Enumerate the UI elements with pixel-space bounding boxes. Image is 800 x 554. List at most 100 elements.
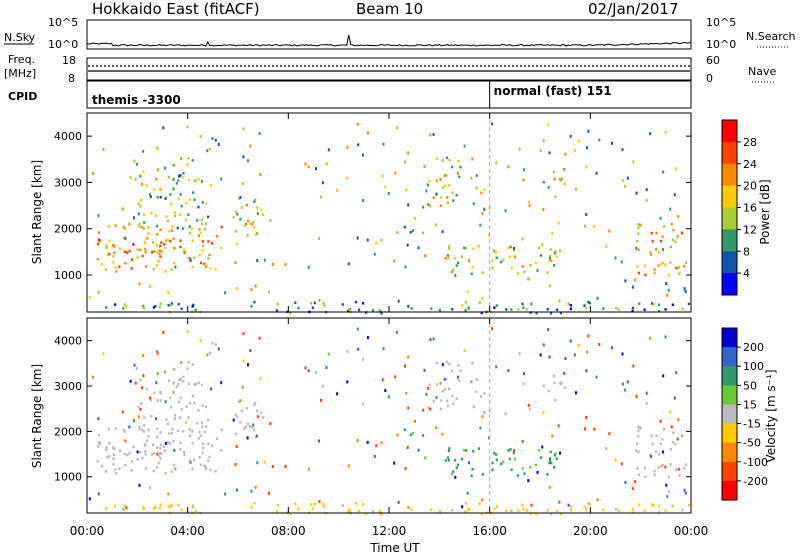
power-cell <box>211 137 214 140</box>
velocity-cell <box>191 506 194 509</box>
power-cell <box>680 231 683 235</box>
power-cell <box>294 301 297 305</box>
power-cell <box>538 246 541 250</box>
power-cell <box>105 306 108 309</box>
velocity-cell <box>407 505 410 509</box>
power-cell <box>187 178 191 182</box>
power-cell <box>235 242 238 246</box>
velocity-cell <box>96 460 99 463</box>
velocity-cell <box>325 365 328 369</box>
velocity-cell <box>169 396 172 400</box>
cpid-label: CPID <box>8 90 37 103</box>
velocity-cell <box>160 443 163 447</box>
power-cell <box>248 222 251 225</box>
power-cell <box>138 225 141 228</box>
velocity-cell <box>166 422 169 426</box>
velocity-cell <box>112 457 115 460</box>
power-cell <box>133 159 136 163</box>
power-cell <box>315 167 317 171</box>
power-cell <box>125 305 128 309</box>
velocity-cell <box>394 375 397 379</box>
power-cell <box>649 251 652 254</box>
velocity-cell <box>509 448 512 451</box>
power-cell <box>651 302 654 305</box>
power-cell <box>480 311 483 315</box>
power-cell <box>178 213 181 216</box>
velocity-cell <box>245 406 248 410</box>
velocity-cbar-segment <box>722 366 737 386</box>
velocity-cell <box>239 420 242 424</box>
velocity-ylabel: Slant Range [km] <box>30 364 44 468</box>
velocity-cell <box>275 510 278 513</box>
velocity-cell <box>150 415 153 418</box>
velocity-cell <box>139 407 142 411</box>
velocity-cell <box>669 410 672 414</box>
velocity-cell <box>243 427 246 430</box>
power-cell <box>529 264 532 267</box>
velocity-cell <box>203 464 206 468</box>
velocity-cell <box>465 449 468 452</box>
velocity-cell <box>502 460 505 464</box>
velocity-cell <box>142 354 145 357</box>
power-cell <box>256 212 259 216</box>
velocity-cell <box>341 504 344 507</box>
velocity-cbar-segment <box>722 480 737 501</box>
velocity-cell <box>128 452 131 455</box>
cpid-mode-1: themis -3300 <box>92 93 181 107</box>
velocity-cell <box>588 502 591 506</box>
power-cell <box>653 268 656 271</box>
power-cell <box>382 142 385 146</box>
power-cell <box>675 266 678 270</box>
power-cell <box>145 184 148 187</box>
power-cell <box>373 252 376 256</box>
power-cell <box>100 262 104 266</box>
power-cell <box>362 301 365 305</box>
velocity-cell <box>347 510 350 514</box>
velocity-cell <box>239 399 242 403</box>
velocity-cell <box>153 391 156 395</box>
velocity-cell <box>435 383 438 386</box>
power-cell <box>159 255 162 258</box>
velocity-cell <box>441 432 444 436</box>
velocity-cell <box>424 456 427 460</box>
velocity-cell <box>168 432 171 435</box>
velocity-cell <box>123 452 126 456</box>
velocity-cell <box>452 402 455 406</box>
power-cell <box>185 218 187 222</box>
velocity-cell <box>546 509 549 512</box>
power-cell <box>205 265 208 269</box>
velocity-cell <box>210 444 214 447</box>
power-cell <box>409 231 412 234</box>
velocity-cell <box>196 422 199 425</box>
velocity-cell <box>165 418 168 421</box>
power-cell <box>321 181 324 185</box>
velocity-cell <box>639 426 642 429</box>
power-cell <box>157 259 160 263</box>
velocity-cell <box>527 479 530 483</box>
power-cell <box>500 260 503 264</box>
velocity-cell <box>129 379 132 383</box>
velocity-cell <box>555 457 558 460</box>
velocity-cell <box>170 405 173 409</box>
power-cell <box>336 188 339 192</box>
power-cell <box>435 179 438 183</box>
velocity-cell <box>451 509 454 512</box>
power-cell <box>637 232 640 236</box>
velocity-cell <box>435 361 439 365</box>
velocity-cell <box>548 461 551 465</box>
power-cell <box>553 264 556 267</box>
power-yaxis: 1000 2000 3000 4000 <box>54 130 691 282</box>
power-cell <box>439 204 442 208</box>
velocity-cell <box>406 446 409 449</box>
power-cell <box>142 149 145 153</box>
power-cell <box>201 201 204 204</box>
velocity-cell <box>397 500 400 504</box>
velocity-cell <box>357 347 360 351</box>
power-cell <box>246 233 249 237</box>
velocity-cell <box>187 382 191 386</box>
power-cell <box>113 251 116 254</box>
velocity-cell <box>171 427 174 431</box>
power-cell <box>637 223 640 226</box>
velocity-cell <box>453 458 457 462</box>
velocity-cell <box>205 467 208 470</box>
